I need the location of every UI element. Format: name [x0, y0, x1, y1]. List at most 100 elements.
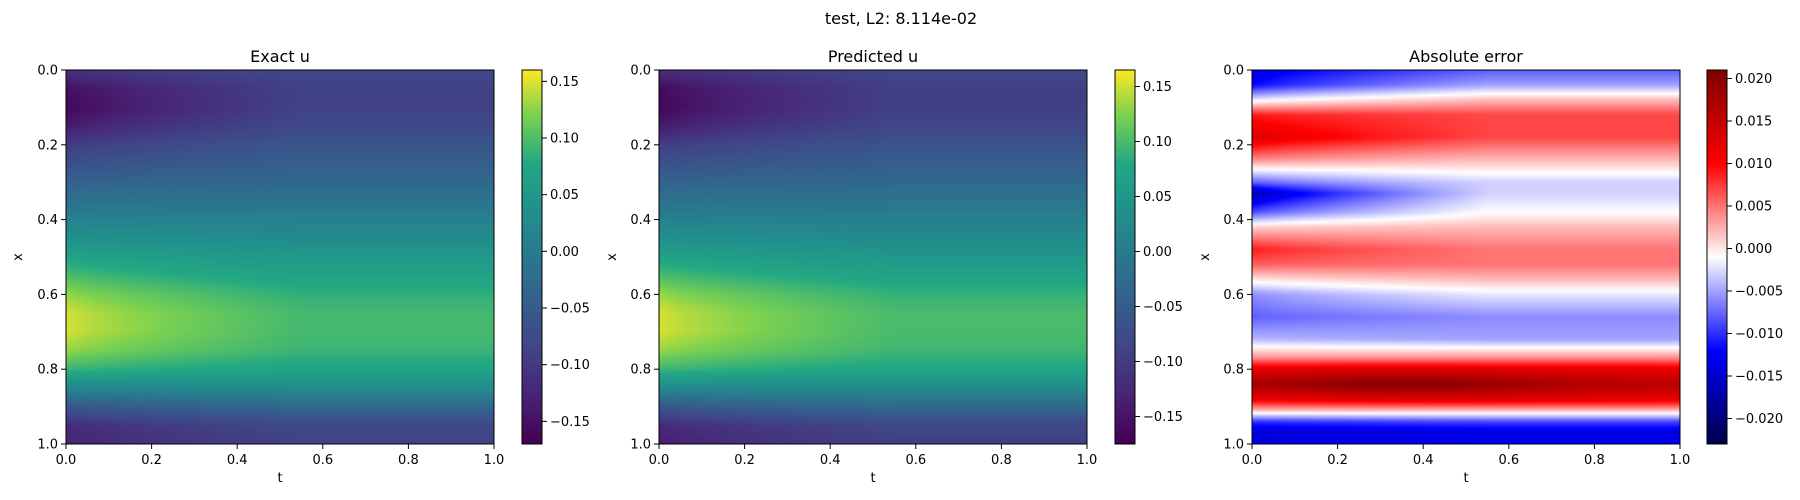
heatmap-image: [1252, 70, 1680, 444]
y-tick-label: 0.2: [1223, 138, 1244, 153]
colorbar-frame: [521, 69, 543, 445]
x-ticks: 0.0 0.2 0.4 0.6 0.8 1.0: [649, 444, 1098, 468]
colorbar-tick-label: −0.015: [1735, 370, 1783, 385]
panel-title: Predicted u: [828, 47, 918, 66]
heatmap-layer: [1252, 70, 1680, 444]
y-axis-label: x: [11, 253, 26, 261]
heatmap-layer: [66, 70, 494, 444]
colorbar-frame: [1114, 69, 1136, 445]
y-axis-label: x: [605, 253, 620, 261]
y-tick-label: 0.0: [1223, 64, 1244, 79]
x-tick-label: 0.6: [1498, 453, 1519, 468]
x-ticks: 0.0 0.2 0.4 0.6 0.8 1.0: [1242, 444, 1691, 468]
x-tick-label: 0.0: [649, 453, 670, 468]
colorbar-image: [1115, 70, 1135, 444]
colorbar: 0.15 0.10 0.05 0.00 −0.05 −0.10 −0.15: [1114, 69, 1183, 445]
colorbar-tick-label: 0.00: [550, 245, 579, 260]
colorbar-tick-label: 0.05: [1143, 190, 1172, 205]
x-tick-label: 1.0: [484, 453, 505, 468]
colorbar-tick-label: 0.05: [550, 188, 579, 203]
y-tick-label: 1.0: [37, 438, 58, 453]
colorbar-tick-label: 0.005: [1735, 200, 1772, 215]
y-tick-label: 1.0: [1223, 438, 1244, 453]
x-axis-label: t: [870, 471, 875, 486]
y-axis-label: x: [1198, 253, 1213, 261]
x-ticks: 0.0 0.2 0.4 0.6 0.8 1.0: [56, 444, 505, 468]
y-tick-label: 0.8: [630, 363, 651, 378]
y-tick-label: 0.2: [630, 138, 651, 153]
colorbar-tick-label: 0.020: [1735, 72, 1772, 87]
panel-error: Absolute error 0.0 0.2 0.4 0.6 0.8 1.0 0.0 0.2…: [1198, 47, 1783, 486]
colorbar-tick-label: −0.05: [1143, 300, 1183, 315]
colorbar-ticks: 0.020 0.015 0.010 0.005 0.000 −0.005 −0.010 −0.…: [1727, 72, 1783, 427]
y-tick-label: 0.4: [630, 213, 651, 228]
x-tick-label: 0.0: [56, 453, 77, 468]
y-tick-label: 0.2: [37, 138, 58, 153]
x-tick-label: 0.2: [734, 453, 755, 468]
x-tick-label: 0.8: [991, 453, 1012, 468]
colorbar-tick-label: −0.15: [550, 415, 590, 430]
x-tick-label: 1.0: [1077, 453, 1098, 468]
colorbar-ticks: 0.15 0.10 0.05 0.00 −0.05 −0.10 −0.15: [542, 75, 590, 430]
colorbar: 0.15 0.10 0.05 0.00 −0.05 −0.10 −0.15: [521, 69, 590, 445]
x-tick-label: 0.8: [398, 453, 419, 468]
y-tick-label: 0.6: [1223, 288, 1244, 303]
x-axis-label: t: [1463, 471, 1468, 486]
colorbar-tick-label: −0.10: [550, 358, 590, 373]
plot-frame: [658, 69, 1088, 445]
figure-title: test, L2: 8.114e-02: [825, 9, 977, 28]
colorbar-tick-label: 0.000: [1735, 242, 1772, 257]
colorbar-tick-label: −0.10: [1143, 355, 1183, 370]
y-ticks: 0.0 0.2 0.4 0.6 0.8 1.0: [1223, 64, 1252, 453]
x-tick-label: 1.0: [1670, 453, 1691, 468]
colorbar-tick-label: 0.15: [550, 75, 579, 90]
panel-exact: Exact u 0.0 0.2 0.4 0.6 0.8 1.0 0.00.20.40.60…: [11, 47, 590, 486]
colorbar-image: [1707, 70, 1727, 444]
heatmap-layer: [659, 70, 1087, 444]
colorbar-tick-label: 0.10: [1143, 135, 1172, 150]
panel-title: Exact u: [250, 47, 310, 66]
y-tick-label: 0.8: [37, 363, 58, 378]
colorbar-ticks: 0.15 0.10 0.05 0.00 −0.05 −0.10 −0.15: [1135, 80, 1183, 425]
plot-frame: [1251, 69, 1681, 445]
y-tick-label: 0.4: [1223, 213, 1244, 228]
x-tick-label: 0.0: [1242, 453, 1263, 468]
colorbar-tick-label: 0.15: [1143, 80, 1172, 95]
x-tick-label: 0.6: [312, 453, 333, 468]
panel-title: Absolute error: [1409, 47, 1523, 66]
x-tick-label: 0.4: [1413, 453, 1434, 468]
y-tick-label: 0.6: [630, 288, 651, 303]
x-tick-label: 0.6: [905, 453, 926, 468]
colorbar-tick-label: −0.010: [1735, 327, 1783, 342]
y-tick-label: 0.4: [37, 213, 58, 228]
heatmap-image: [66, 70, 494, 444]
colorbar-frame: [1706, 69, 1728, 445]
x-axis-label: t: [277, 471, 282, 486]
x-tick-label: 0.4: [227, 453, 248, 468]
colorbar-image: [522, 70, 542, 444]
y-tick-label: 0.8: [1223, 363, 1244, 378]
colorbar-tick-label: −0.020: [1735, 412, 1783, 427]
colorbar-tick-label: 0.00: [1143, 245, 1172, 260]
colorbar-tick-label: −0.05: [550, 302, 590, 317]
colorbar-tick-label: 0.010: [1735, 157, 1772, 172]
heatmap-image: [659, 70, 1087, 444]
colorbar-tick-label: 0.10: [550, 132, 579, 147]
y-tick-label: 0.0: [630, 64, 651, 79]
colorbar: 0.020 0.015 0.010 0.005 0.000 −0.005 −0.010 −0.…: [1706, 69, 1783, 445]
y-ticks: 0.0 0.2 0.4 0.6 0.8 1.0: [37, 64, 66, 453]
colorbar-tick-label: −0.15: [1143, 410, 1183, 425]
plot-frame: [65, 69, 495, 445]
panel-predicted: Predicted u 0.0 0.2 0.4 0.6 0.8 1.0 0.0 0.2 0.4…: [605, 47, 1183, 486]
x-tick-label: 0.2: [141, 453, 162, 468]
y-ticks: 0.0 0.2 0.4 0.6 0.8 1.0: [630, 64, 659, 453]
y-tick-label: 1.0: [630, 438, 651, 453]
y-tick-label: 0.6: [37, 288, 58, 303]
colorbar-tick-label: 0.015: [1735, 115, 1772, 130]
y-tick-label: 0.0: [37, 64, 58, 79]
colorbar-tick-label: −0.005: [1735, 285, 1783, 300]
x-tick-label: 0.8: [1584, 453, 1605, 468]
x-tick-label: 0.4: [820, 453, 841, 468]
x-tick-label: 0.2: [1327, 453, 1348, 468]
